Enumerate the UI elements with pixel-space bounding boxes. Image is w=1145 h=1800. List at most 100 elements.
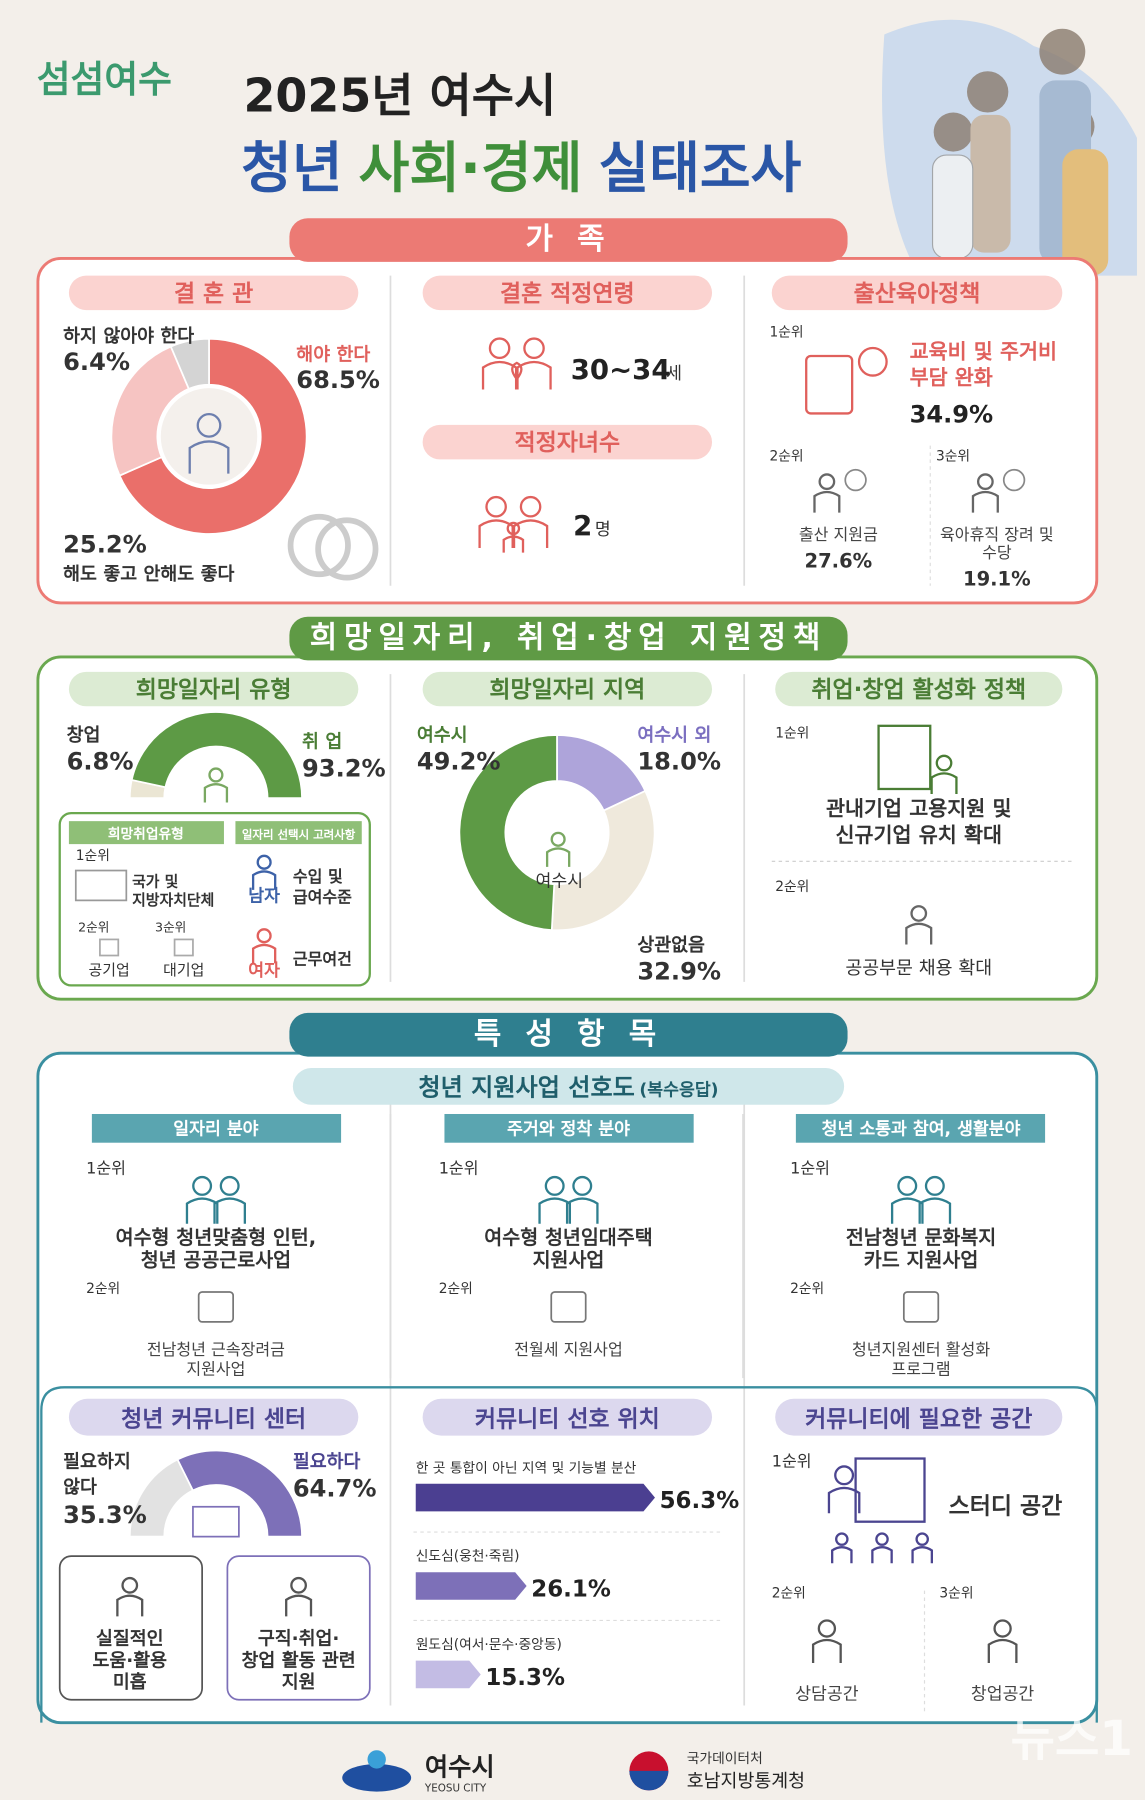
icon [192, 1505, 240, 1538]
watermark: 뉴스1 [1011, 1711, 1133, 1767]
pill-title: 적정자녀수 [515, 430, 621, 456]
label: 실질적인 [96, 1629, 164, 1650]
reason-box [58, 1555, 203, 1701]
pill-title: 출산육아정책 [854, 281, 981, 307]
title-part: 실태조사 [598, 136, 801, 200]
footer-city: 여수시 [425, 1753, 495, 1782]
label: 공공부문 채용 확대 [845, 958, 992, 979]
icon [251, 870, 277, 890]
bar [415, 1572, 527, 1600]
slice-label: 해야 한다 [296, 345, 370, 366]
value-label: 6.4% [63, 348, 130, 376]
label: 국가 및 [132, 873, 179, 891]
label: 출산 지원금 [799, 525, 878, 544]
label: 관내기업 고용지원 및 [826, 796, 1011, 820]
icon [831, 1546, 853, 1564]
icon [519, 495, 542, 518]
value-label: 25.2% [63, 530, 147, 558]
section-tab [289, 1012, 848, 1057]
value-label: 32.9% [637, 958, 721, 986]
icon [485, 495, 507, 518]
icon [827, 1486, 861, 1514]
pill-title: 희망일자리 지역 [489, 677, 645, 703]
icon [924, 1175, 945, 1196]
label: 한 곳 통합이 아닌 지역 및 기능별 분산 [416, 1460, 637, 1476]
icon [550, 831, 566, 847]
icon [993, 1619, 1012, 1638]
sub-header [235, 821, 362, 845]
label: 미흡 [113, 1671, 147, 1693]
label: 대기업 [163, 961, 204, 979]
icon [315, 517, 379, 581]
icon [208, 767, 224, 783]
icon [1002, 468, 1026, 492]
pill [771, 275, 1063, 311]
label: 청년 공공근로사업 [141, 1249, 291, 1272]
pill [775, 671, 1063, 707]
icon [844, 468, 867, 492]
rank: 2순위 [439, 1281, 473, 1297]
icon [817, 1619, 837, 1638]
sub-panel-border [40, 1386, 1098, 1723]
sub-panel [58, 811, 371, 987]
icon [545, 847, 571, 867]
value-label: 6.8% [67, 747, 134, 775]
label: 창업공간 [971, 1685, 1035, 1705]
emblem [629, 1770, 669, 1791]
icon [538, 1197, 572, 1224]
icon [834, 1465, 855, 1486]
icon [890, 1197, 924, 1224]
icon [488, 337, 511, 360]
label: 공기업 [89, 961, 130, 979]
rank: 3순위 [939, 1585, 973, 1601]
footer-city-en: YEOSU CITY [424, 1783, 487, 1795]
rank: 3순위 [155, 919, 186, 934]
label: 여수형 청년맞춤형 인턴, [116, 1226, 317, 1249]
label: 전남청년 근속장려금 [147, 1340, 285, 1359]
bar [415, 1660, 481, 1689]
value: 2 [573, 510, 592, 542]
label: 육아휴직 장려 및 [940, 525, 1054, 544]
pill [68, 1398, 359, 1436]
icon [203, 783, 229, 803]
value-label: 27.6% [805, 549, 873, 572]
pill-title: 커뮤니티에 필요한 공간 [805, 1406, 1032, 1432]
value-label: 49.2% [417, 747, 501, 775]
group: 여자 [248, 961, 280, 981]
icon [185, 1197, 219, 1224]
pill [775, 1398, 1063, 1436]
icon [835, 1532, 849, 1546]
icon [116, 1594, 144, 1617]
title-part: 청년 [241, 136, 342, 200]
icon [285, 1594, 313, 1617]
icon [544, 1175, 565, 1196]
label: 근무여건 [293, 950, 352, 969]
donut-slice [110, 345, 190, 477]
section-title: 가 족 [525, 222, 611, 257]
icon [971, 490, 999, 513]
section-title: 희망일자리, 취업·창업 지원정책 [310, 621, 828, 656]
icon [930, 772, 958, 795]
bar [415, 1483, 655, 1512]
label: 교육비 및 주거비 [910, 339, 1057, 363]
title-part: 청년 지원사업 선호도 [418, 1074, 634, 1102]
value-label: 56.3% [660, 1488, 740, 1514]
value-label: 68.5% [296, 366, 380, 394]
slice-label: 필요하다 [293, 1452, 361, 1473]
footer-agency: 호남지방통계청 [687, 1771, 805, 1792]
icon [197, 1291, 234, 1323]
title: 2025년 여수시 [243, 68, 556, 122]
icon [213, 1197, 246, 1224]
logo-mark [367, 1750, 386, 1769]
value-label: 19.1% [963, 568, 1031, 591]
sub-header [68, 821, 224, 845]
label: 프로그램 [891, 1360, 950, 1379]
donut-slice [118, 337, 308, 535]
icon [478, 519, 514, 549]
rank: 1순위 [772, 1452, 812, 1471]
pill-title: 결 혼 관 [174, 281, 253, 307]
icon [550, 1291, 587, 1323]
title: 청년 사회·경제 실태조사 [241, 136, 801, 200]
